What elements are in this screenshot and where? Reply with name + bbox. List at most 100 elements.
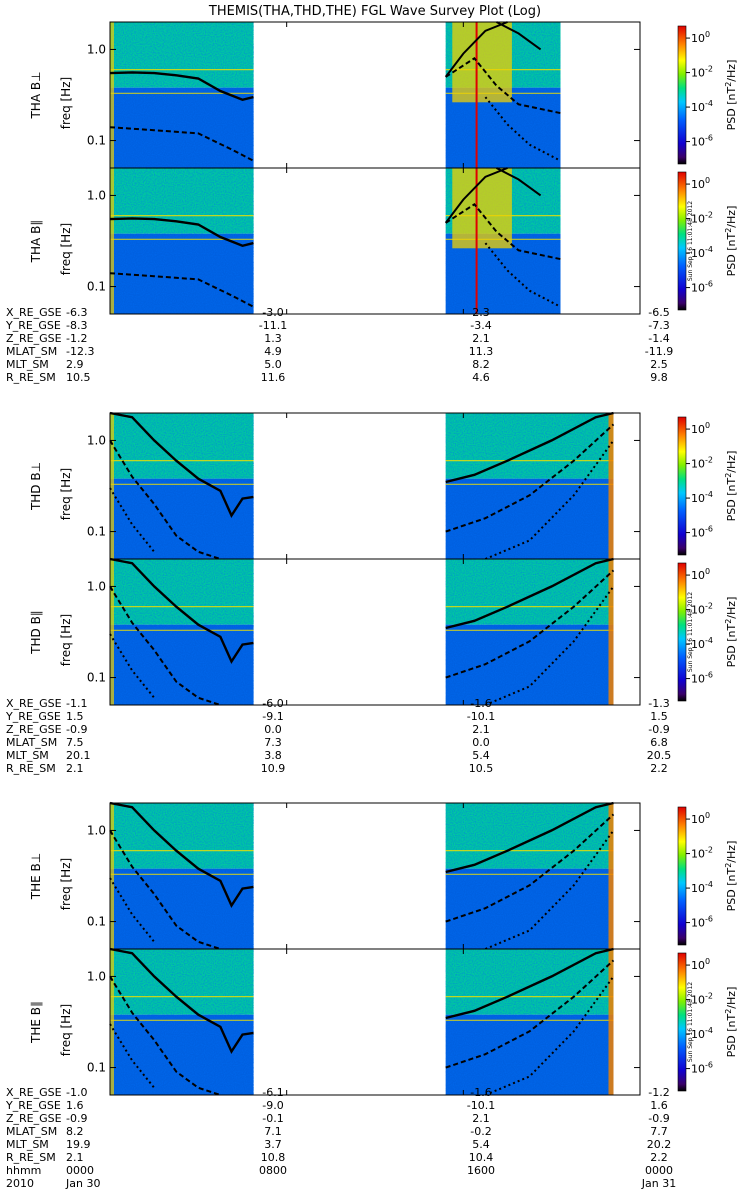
ephemeris-value: 2.2 [650,762,668,775]
colorbar-label: PSD [nT2/Hz] [724,451,738,522]
trace-line [445,423,615,533]
ephemeris-value: 7.5 [66,736,84,749]
colorbar-label: PSD [nT2/Hz] [724,987,738,1058]
colorbar-tick-label: 10-2 [691,846,713,861]
ephemeris-value: -1.4 [648,332,669,345]
colorbar-label-tail: /Hz] [725,451,738,473]
ephemeris-value: 11.3 [469,345,494,358]
trace-line [109,272,254,308]
ephemeris-value: -9.1 [262,710,283,723]
trace-line [484,96,561,162]
ephemeris-value: 2.1 [66,1151,84,1164]
colorbar-tick-label: 10-4 [691,636,713,651]
edge-band [110,949,114,1095]
ephemeris-value: -8.3 [66,319,87,332]
ephemeris-value: 2.1 [472,1112,490,1125]
ephemeris-value: -1.1 [66,697,87,710]
colorbar-tick-label: 100 [691,811,710,826]
ephemeris-value: 10.9 [261,762,286,775]
ephemeris-table: X_RE_GSE -1.1 -6.0 -1.6 -1.3 Y_RE_GSE 1.5 -9.1 -… [5,697,671,775]
colorbar-label-sup: 2 [724,228,733,233]
time-row-label: hhmm [6,1164,41,1177]
spectrogram-speckle [110,413,254,559]
timestamp-stamp: Sun Sep 16 11:01:48 2012 [687,982,694,1062]
ephemeris-value: -6.0 [262,697,283,710]
colorbar-gradient [677,806,687,946]
colorbar-exponent: 0 [705,421,710,430]
time-tick-label: 0000 [66,1164,94,1177]
ephemeris-value: -12.3 [66,345,94,358]
colorbar-exponent: -4 [705,636,713,645]
ephemeris-table: X_RE_GSE -1.0 -6.1 -1.6 -1.2Y_RE_GSE 1.6 -9.0-… [5,1086,671,1164]
colorbar-exponent: 0 [705,811,710,820]
ephemeris-value: 2.3 [472,306,490,319]
data-window [445,22,561,168]
trace-line [109,1023,155,1089]
cyclotron-traces [109,411,615,560]
colorbar: 100 10-2 10-4 10-6 PSD [nT2/Hz] Sun Sep 16 11… [677,171,738,311]
ephemeris-value: -3.4 [470,319,491,332]
colorbar-tick-label: 10-4 [691,490,713,505]
data-window [445,949,614,1095]
colorbar-gradient [677,952,687,1092]
edge-band [110,168,114,314]
trace-line [496,167,542,197]
edge-band [608,413,614,559]
ephemeris-value: -10.1 [467,710,495,723]
trace-line [109,411,254,518]
trace-line [109,439,221,560]
ephemeris-value: 1.6 [650,1099,668,1112]
colorbar-exponent: -4 [705,880,713,889]
y-tick-label: 0.1 [87,525,106,539]
ephemeris-label: Y_RE_GSE [5,319,61,332]
panel-label: THD B∥ [29,610,43,655]
colorbar-label: PSD [nT2/Hz] [724,206,738,277]
ephemeris-value: 5.4 [472,1138,490,1151]
edge-band [608,803,614,949]
spectrogram-speckle [110,949,254,1095]
panel-label: THE B⊥ [29,853,43,900]
ephemeris-label: MLT_SM [6,749,49,762]
ephemeris-value: -1.2 [648,1086,669,1099]
y-tick-label: 1.0 [87,579,106,593]
ephemeris-value: 3.8 [264,749,282,762]
trace-line [496,21,542,51]
data-window [110,413,254,559]
colorbar-exponent: 0 [705,30,710,39]
ephemeris-value: 7.7 [650,1125,668,1138]
ephemeris-label: X_RE_GSE [6,1086,62,1099]
ephemeris-value: -6.5 [648,306,669,319]
trace-line [445,813,615,923]
trace-line [109,975,221,1096]
colorbar-tick-label: 10-6 [691,915,713,930]
ephemeris-table: X_RE_GSE -6.3 -3.0 2.3 -6.5 Y_RE_GSE -8.3 -11.1… [5,306,673,384]
spectrogram-panel: 1.0 0.1 THD B∥ freq [Hz] 100 10-2 10-4 10-6 PSD … [29,557,738,706]
spectrogram-panel: 1.0 0.1 THE B∥ freq [Hz] 100 10-2 10-4 10-6 PSD … [29,947,738,1096]
colorbar-exponent: -6 [705,671,713,680]
ephemeris-value: 7.3 [264,736,282,749]
ephemeris-value: -1.3 [648,697,669,710]
y-tick-label: 0.1 [87,280,106,294]
figure-title: THEMIS(THA,THD,THE) FGL Wave Survey Plot… [208,4,541,19]
y-tick-label: 0.1 [87,915,106,929]
trace-line [109,877,155,943]
time-axis: hhmm 0000 0800 1600 0000 2010 Jan 30 Jan 31 [6,1164,676,1190]
colorbar-exponent: -2 [705,65,713,74]
colorbar-label-tail: /Hz] [725,60,738,82]
trace-line [109,633,155,699]
ephemeris-value: 2.5 [650,358,668,371]
ephemeris-value: 11.6 [261,371,286,384]
probe-group-thd: 1.0 0.1 THD B⊥ freq [Hz] 100 10-2 10-4 10-6 PSD … [5,411,738,775]
cyclotron-traces [109,947,615,1096]
colorbar-tick-label: 100 [691,957,710,972]
ephemeris-value: 1.6 [66,1099,84,1112]
trace-line [109,487,155,553]
ephemeris-value: -6.1 [262,1086,283,1099]
colorbar-tick-label: 10-4 [691,880,713,895]
colorbar-tick-label: 100 [691,176,710,191]
trace-line [484,242,561,308]
trace-line [445,569,615,679]
colorbar-gradient [677,25,687,165]
ephemeris-label: R_RE_SM [6,1151,56,1164]
edge-band [110,559,114,705]
